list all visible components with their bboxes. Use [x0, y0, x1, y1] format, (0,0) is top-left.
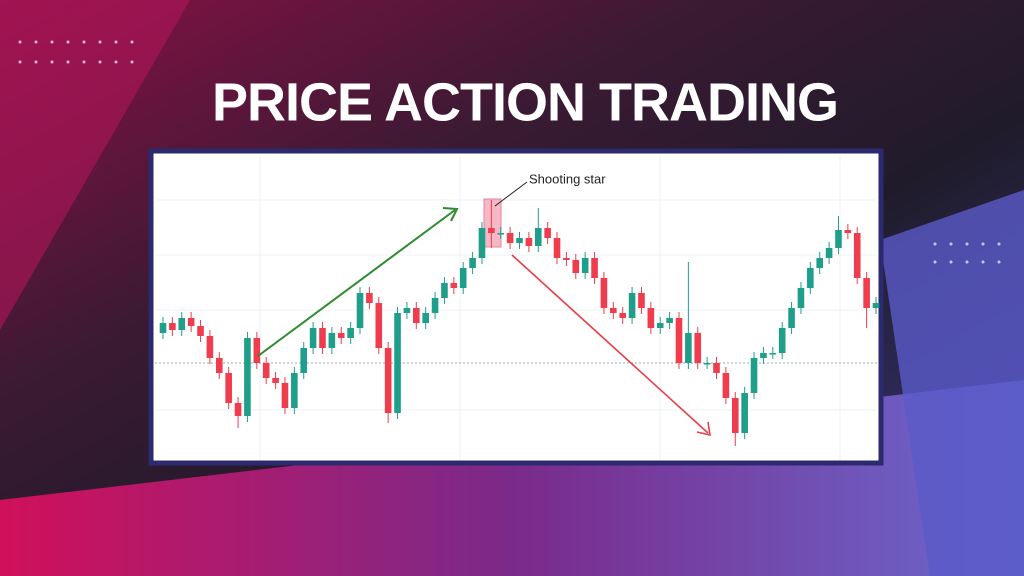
- candle-body: [159, 323, 167, 333]
- dots: [18, 40, 1001, 264]
- candle-body: [685, 333, 692, 363]
- candle-body: [666, 318, 673, 323]
- candle-body: [534, 228, 542, 246]
- candle-body: [600, 278, 608, 308]
- candle-body: [394, 313, 401, 413]
- candle-body: [872, 303, 880, 308]
- candle-body: [553, 238, 561, 258]
- candle-body: [703, 363, 711, 365]
- candle-body: [328, 333, 336, 348]
- grid: [155, 155, 877, 460]
- candle-body: [572, 260, 580, 273]
- candle-body: [722, 373, 730, 398]
- candle-body: [366, 293, 373, 303]
- candle-body: [281, 383, 289, 408]
- candle-body: [863, 278, 870, 308]
- candle-body: [656, 323, 664, 328]
- candle-body: [675, 318, 683, 363]
- candle-body: [778, 328, 786, 353]
- candle-body: [638, 293, 645, 308]
- candle-body: [384, 348, 392, 413]
- candle-body: [234, 403, 242, 416]
- candle-body: [647, 308, 655, 328]
- candle-body: [760, 353, 767, 358]
- candle-body: [291, 373, 298, 408]
- candle-body: [497, 233, 505, 235]
- shape: [880, 190, 1024, 576]
- trend-arrow: [511, 254, 709, 434]
- arrow-head: [696, 421, 711, 437]
- title: PRICE ACTION TRADING: [212, 72, 838, 132]
- candle-body: [215, 358, 223, 373]
- candle-body: [347, 328, 354, 338]
- candle-body: [422, 313, 429, 323]
- annotation-pointer: [494, 181, 528, 207]
- candle-body: [225, 373, 232, 403]
- candle-body: [610, 308, 617, 313]
- candle-body: [591, 258, 598, 278]
- candle-body: [713, 363, 720, 373]
- candle-body: [844, 230, 852, 233]
- candle-body: [807, 268, 814, 288]
- candle-body: [262, 363, 270, 378]
- candle-body: [750, 358, 758, 393]
- candle-body: [356, 293, 364, 328]
- candle-body: [825, 248, 833, 258]
- candle-body: [769, 353, 777, 355]
- candle-body: [525, 238, 533, 246]
- candle-body: [816, 258, 824, 268]
- candle-body: [403, 308, 411, 313]
- candle-body: [835, 230, 842, 248]
- candle-body: [694, 333, 702, 363]
- candle-body: [319, 328, 326, 348]
- annotation: Shooting star: [529, 171, 606, 186]
- candle-body: [544, 228, 551, 238]
- candle-body: [469, 258, 476, 268]
- candle-body: [450, 283, 458, 288]
- candle-body: [488, 228, 495, 233]
- highlight: [483, 198, 502, 248]
- candle-body: [788, 308, 795, 328]
- candle-body: [337, 333, 345, 338]
- candle-body: [206, 336, 214, 358]
- candle-body: [178, 318, 186, 330]
- candle-body: [253, 338, 261, 363]
- candle-body: [187, 318, 195, 326]
- candle-body: [619, 313, 626, 318]
- trend-arrow: [257, 209, 456, 357]
- shape: [0, 0, 190, 330]
- candle-body: [741, 393, 748, 433]
- candle-body: [169, 323, 176, 330]
- candle-body: [309, 328, 317, 348]
- candle-body: [506, 233, 514, 243]
- chart-frame: [148, 148, 884, 466]
- candle-body: [441, 283, 448, 298]
- candle-body: [478, 228, 486, 258]
- candle-body: [244, 338, 251, 416]
- candle-body: [197, 326, 204, 336]
- arrow-head: [442, 207, 459, 222]
- candle-body: [797, 288, 805, 308]
- candle-body: [375, 303, 383, 348]
- candle-body: [300, 348, 308, 373]
- candle-body: [581, 258, 589, 273]
- candle-body: [563, 258, 570, 260]
- candle-body: [431, 298, 439, 313]
- candle-body: [413, 308, 420, 323]
- candle-body: [628, 293, 636, 318]
- candle-body: [459, 268, 467, 288]
- candle-body: [272, 378, 279, 383]
- candle-body: [731, 398, 739, 433]
- candle-body: [516, 238, 523, 243]
- candle-body: [853, 233, 861, 278]
